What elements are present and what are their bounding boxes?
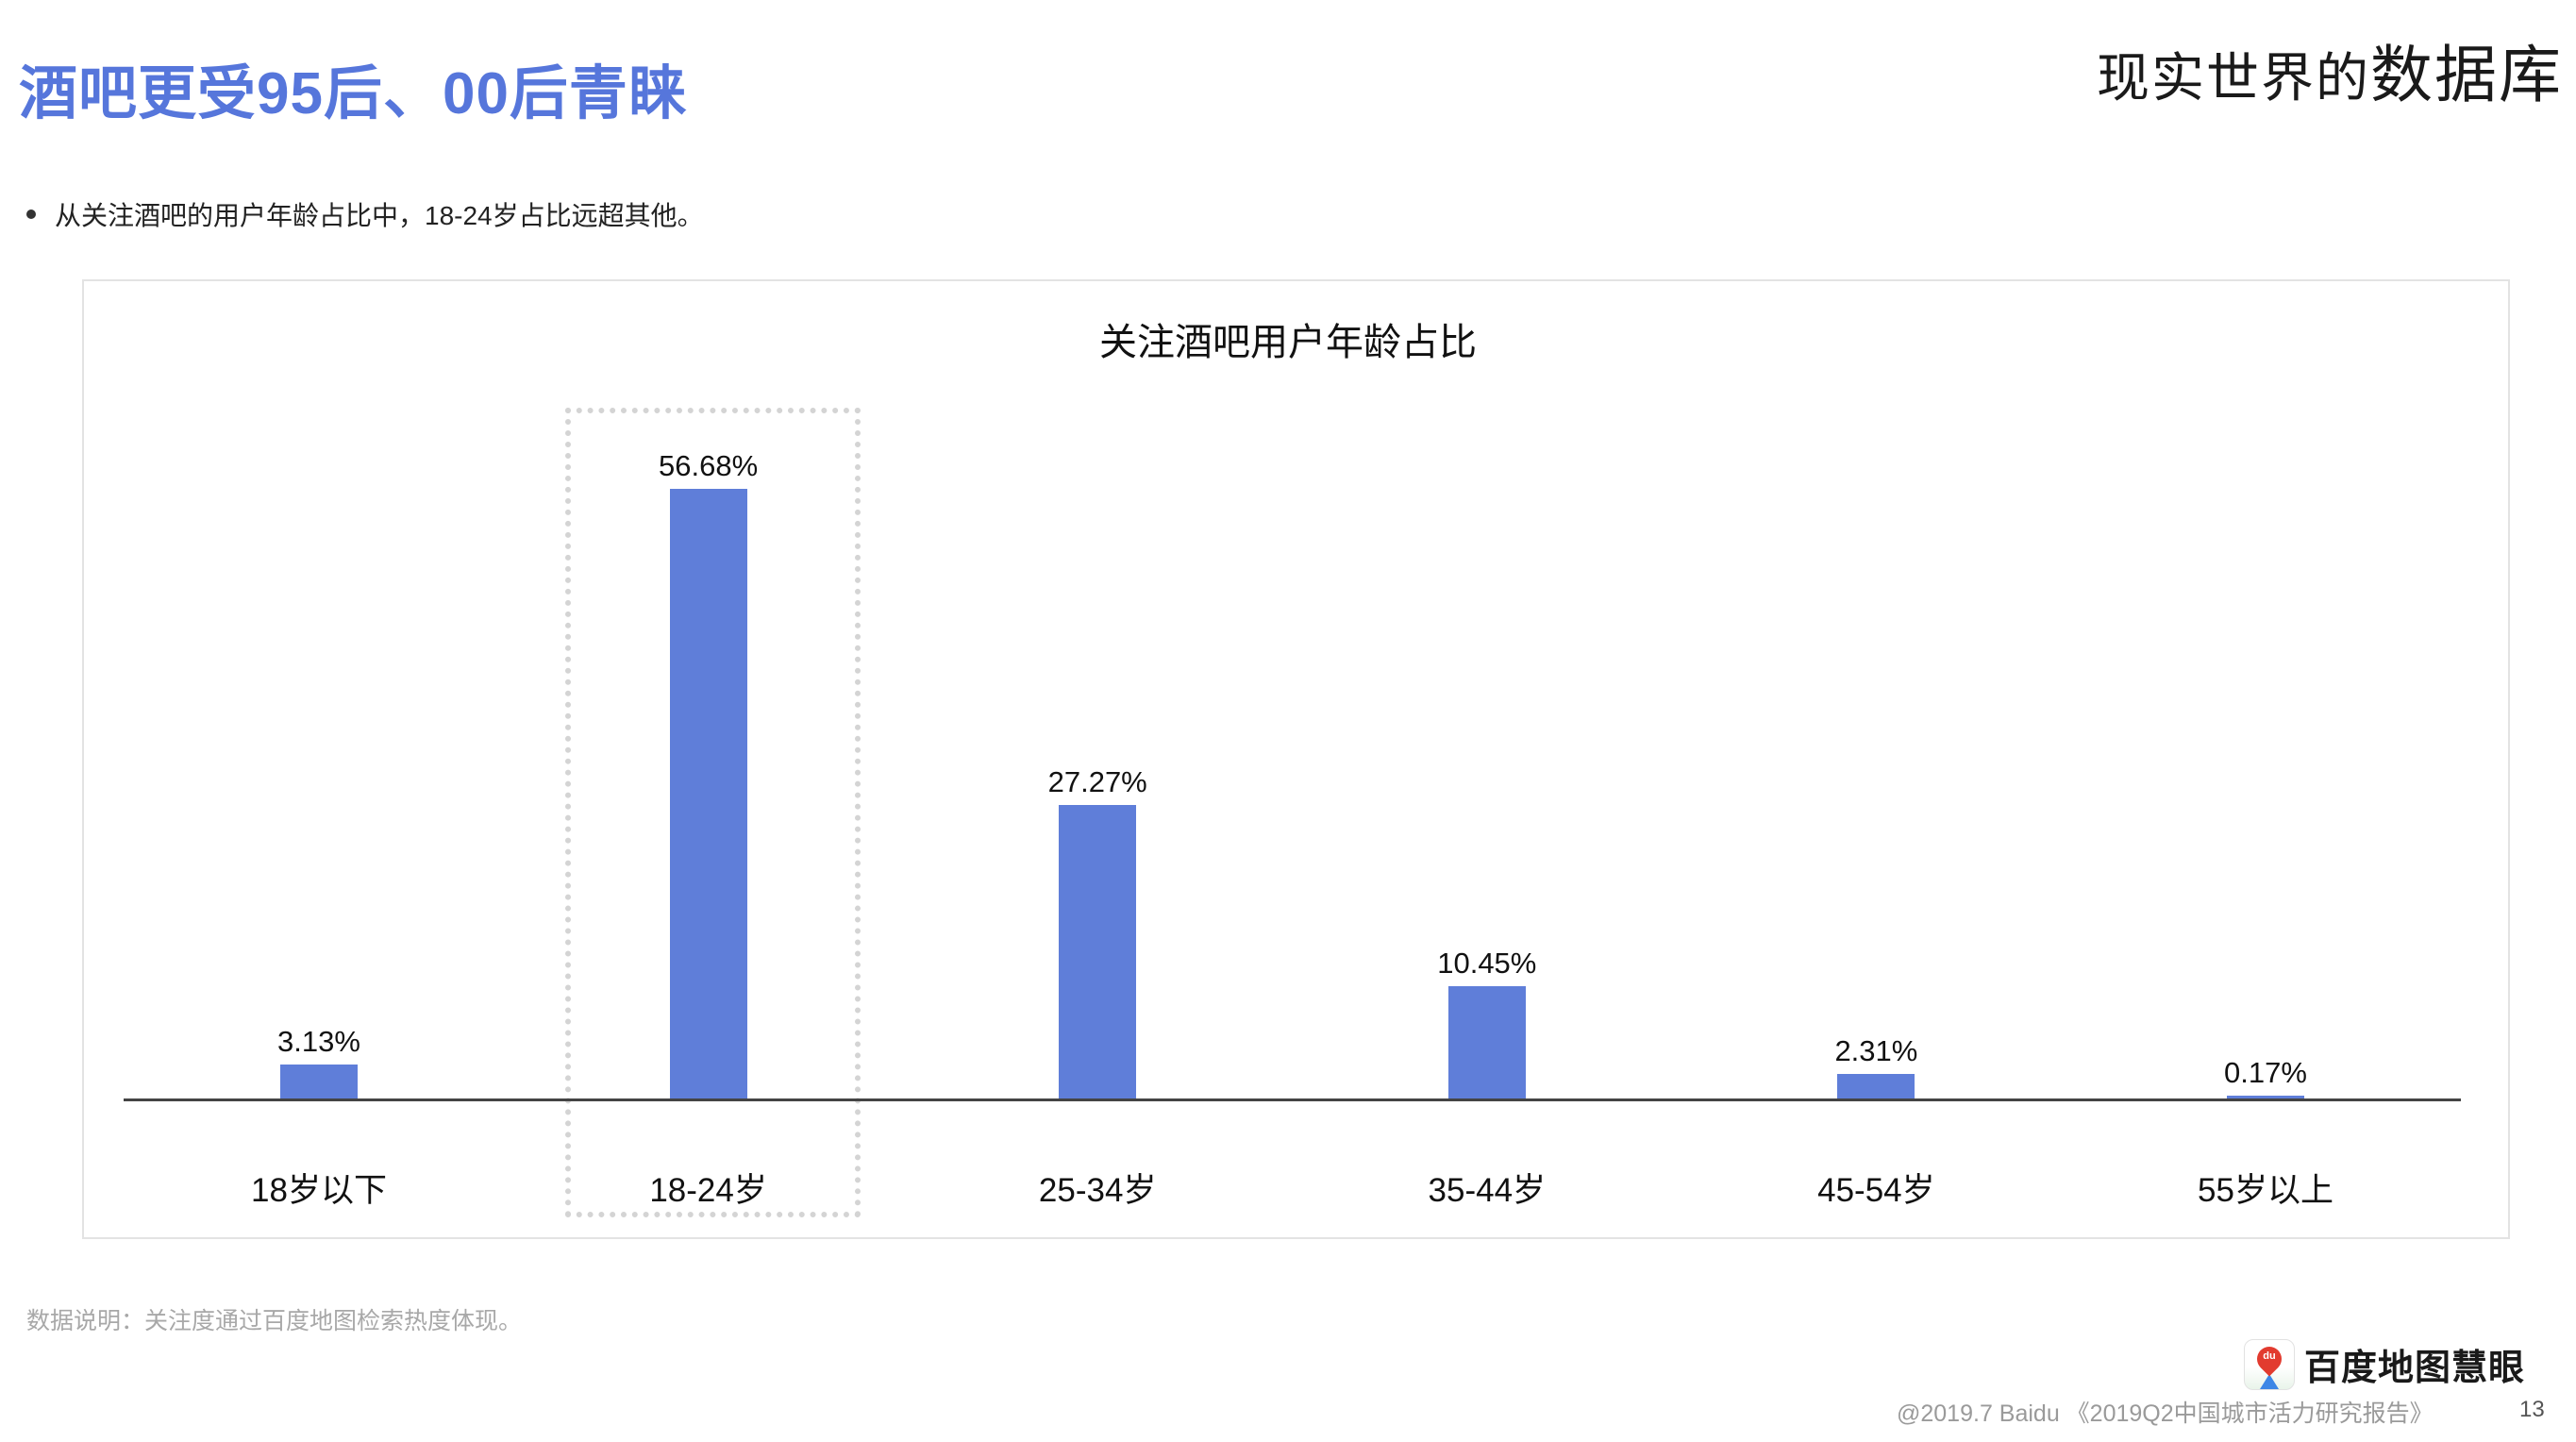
chart-title: 关注酒吧用户年龄占比 <box>1099 322 1477 363</box>
bar-value-label: 56.68% <box>659 448 759 482</box>
bar-35-44 <box>1447 985 1526 1098</box>
bar-45-54 <box>1837 1073 1915 1098</box>
bar-under-18 <box>280 1065 358 1098</box>
x-axis-line <box>124 1098 2461 1101</box>
bar-25-34 <box>1059 805 1137 1098</box>
chart-panel <box>82 279 2510 1239</box>
category-label: 55岁以上 <box>2198 1172 2333 1209</box>
page-title: 酒吧更受95后、00后青睐 <box>19 61 688 126</box>
category-label: 25-34岁 <box>1038 1172 1157 1209</box>
category-label: 18岁以下 <box>251 1172 387 1209</box>
road-icon <box>2260 1373 2279 1389</box>
page-number: 13 <box>2519 1397 2545 1422</box>
slogan-part-1: 现实世界的 <box>2097 48 2370 108</box>
data-note: 数据说明：关注度通过百度地图检索热度体现。 <box>26 1308 523 1334</box>
brand-slogan: 现实世界的数据库 <box>2097 25 2563 115</box>
highlight-box <box>565 408 861 1217</box>
slogan-part-2: 数据库 <box>2370 40 2563 109</box>
bar-value-label: 2.31% <box>1834 1033 1918 1067</box>
bullet-point: 从关注酒吧的用户年龄占比中，18-24岁占比远超其他。 <box>26 195 704 233</box>
baidu-map-logo: du 百度地图慧眼 <box>2244 1338 2525 1390</box>
bar-value-label: 10.45% <box>1437 946 1537 980</box>
bar-value-label: 3.13% <box>277 1025 360 1059</box>
logo-text: 百度地图慧眼 <box>2304 1349 2526 1388</box>
baidu-map-pin-icon: du <box>2244 1338 2295 1390</box>
footer-credit: @2019.7 Baidu 《2019Q2中国城市活力研究报告》 <box>1897 1400 2434 1427</box>
category-label: 18-24岁 <box>649 1172 767 1209</box>
bar-18-24 <box>669 488 747 1098</box>
bullet-text: 从关注酒吧的用户年龄占比中，18-24岁占比远超其他。 <box>55 201 704 230</box>
bar-55-plus <box>2227 1096 2304 1098</box>
bar-value-label: 0.17% <box>2224 1056 2307 1089</box>
category-label: 35-44岁 <box>1428 1172 1547 1209</box>
bullet-dot-icon <box>26 210 36 219</box>
logo-icon-text: du <box>2263 1350 2276 1362</box>
bar-value-label: 27.27% <box>1047 765 1147 799</box>
category-label: 45-54岁 <box>1817 1172 1935 1209</box>
